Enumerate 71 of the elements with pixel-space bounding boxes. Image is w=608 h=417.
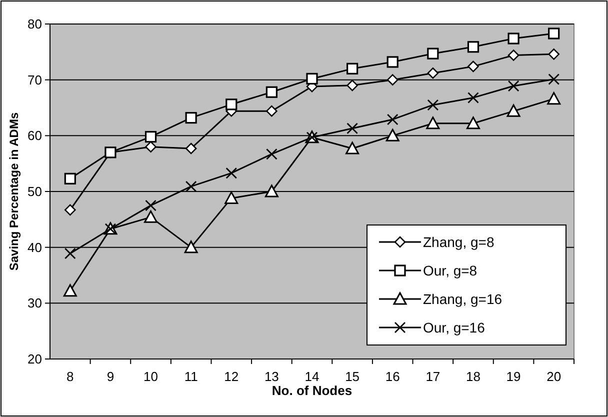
point — [467, 41, 480, 53]
x-axis-title: No. of Nodes — [272, 383, 352, 398]
point — [264, 184, 278, 198]
x-tick-label: 8 — [66, 369, 74, 384]
point — [427, 67, 439, 79]
x-tick-label: 9 — [106, 369, 114, 384]
y-tick-label: 30 — [28, 296, 42, 311]
point — [468, 60, 479, 72]
point — [548, 28, 560, 40]
point — [346, 142, 360, 154]
point — [427, 48, 439, 60]
point — [466, 116, 480, 130]
x-tick-label: 10 — [144, 369, 158, 384]
point — [266, 86, 278, 98]
legend-label: Our, g=16 — [423, 319, 486, 336]
y-tick-label: 70 — [28, 72, 42, 88]
point — [266, 148, 278, 160]
y-axis-title: Saving Percentage in ADMs — [7, 112, 21, 271]
point — [185, 180, 197, 192]
x-tick-label: 17 — [426, 369, 440, 384]
point — [104, 146, 116, 158]
point — [386, 114, 398, 126]
y-tick-label: 60 — [28, 128, 42, 144]
x-tick-label: 18 — [466, 369, 480, 384]
point — [144, 210, 158, 223]
point — [426, 116, 440, 130]
x-tick-label: 11 — [184, 369, 198, 384]
point — [548, 74, 560, 85]
point — [185, 112, 197, 124]
point — [185, 142, 197, 154]
point — [468, 92, 479, 104]
point — [145, 141, 156, 152]
x-tick-label: 15 — [345, 369, 360, 384]
x-tick-label: 20 — [546, 369, 562, 384]
y-tick-label: 80 — [28, 16, 42, 32]
y-tick-label: 20 — [28, 352, 42, 367]
point — [386, 74, 398, 86]
point — [63, 284, 77, 297]
point — [64, 204, 76, 216]
point — [547, 92, 561, 105]
point — [144, 130, 157, 143]
x-tick-label: 19 — [506, 369, 521, 384]
x-tick-label: 16 — [385, 369, 400, 384]
point — [226, 98, 238, 110]
point — [64, 248, 76, 260]
point — [306, 72, 318, 85]
point — [224, 191, 238, 204]
point — [508, 50, 520, 61]
y-tick-label: 40 — [28, 240, 42, 255]
y-tick-label: 50 — [28, 184, 42, 200]
legend-label: Our, g=8 — [423, 262, 478, 278]
point — [508, 80, 520, 92]
point — [226, 167, 238, 179]
point — [386, 56, 398, 68]
point — [266, 105, 278, 117]
point — [346, 122, 358, 134]
point — [386, 128, 400, 142]
x-tick-label: 13 — [264, 369, 279, 384]
point — [548, 48, 560, 60]
legend-label: Zhang, g=8 — [423, 234, 494, 250]
point — [508, 32, 520, 44]
point — [506, 104, 520, 117]
point — [346, 62, 358, 74]
point — [346, 80, 358, 92]
point — [184, 240, 198, 254]
point — [427, 99, 439, 111]
point — [64, 172, 76, 184]
x-tick-label: 14 — [304, 369, 320, 384]
legend-label: Zhang, g=16 — [423, 290, 502, 307]
x-tick-label: 12 — [224, 369, 239, 384]
point — [145, 200, 156, 212]
